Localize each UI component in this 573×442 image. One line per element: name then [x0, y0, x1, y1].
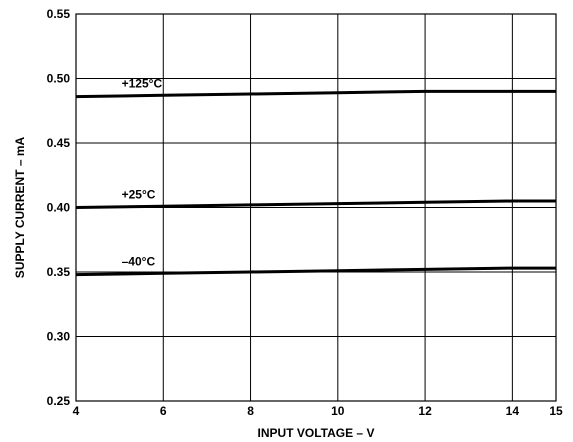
x-tick-label: 15: [549, 404, 563, 418]
y-tick-label: 0.45: [47, 136, 71, 150]
series-labels: +125°C +25°C –40°C: [122, 77, 163, 269]
y-tick-label: 0.25: [47, 394, 71, 408]
tick-labels: 4 6 8 10 12 14 15 0.25 0.30 0.35 0.40 0.45 0.50 0.55: [47, 7, 563, 418]
series-label-0: +125°C: [122, 77, 163, 91]
y-tick-label: 0.55: [47, 7, 71, 21]
x-axis-title: INPUT VOLTAGE – V: [258, 426, 375, 440]
y-axis-title: SUPPLY CURRENT – mA: [13, 136, 27, 278]
series-lines: [75, 89, 556, 277]
series-line-2: [75, 266, 556, 277]
y-tick-label: 0.35: [47, 265, 71, 279]
x-tick-label: 14: [506, 404, 520, 418]
x-tick-label: 12: [418, 404, 432, 418]
y-tick-label: 0.50: [47, 72, 71, 86]
x-tick-label: 10: [331, 404, 345, 418]
series-label-2: –40°C: [122, 255, 156, 269]
plot-frame: [75, 13, 557, 402]
y-tick-label: 0.40: [47, 201, 71, 215]
x-tick-label: 8: [247, 404, 254, 418]
series-label-1: +25°C: [122, 188, 156, 202]
series-line-1: [75, 199, 556, 209]
y-tick-label: 0.30: [47, 330, 71, 344]
x-tick-label: 6: [160, 404, 167, 418]
x-tick-label: 4: [73, 404, 80, 418]
series-line-0: [75, 89, 556, 99]
